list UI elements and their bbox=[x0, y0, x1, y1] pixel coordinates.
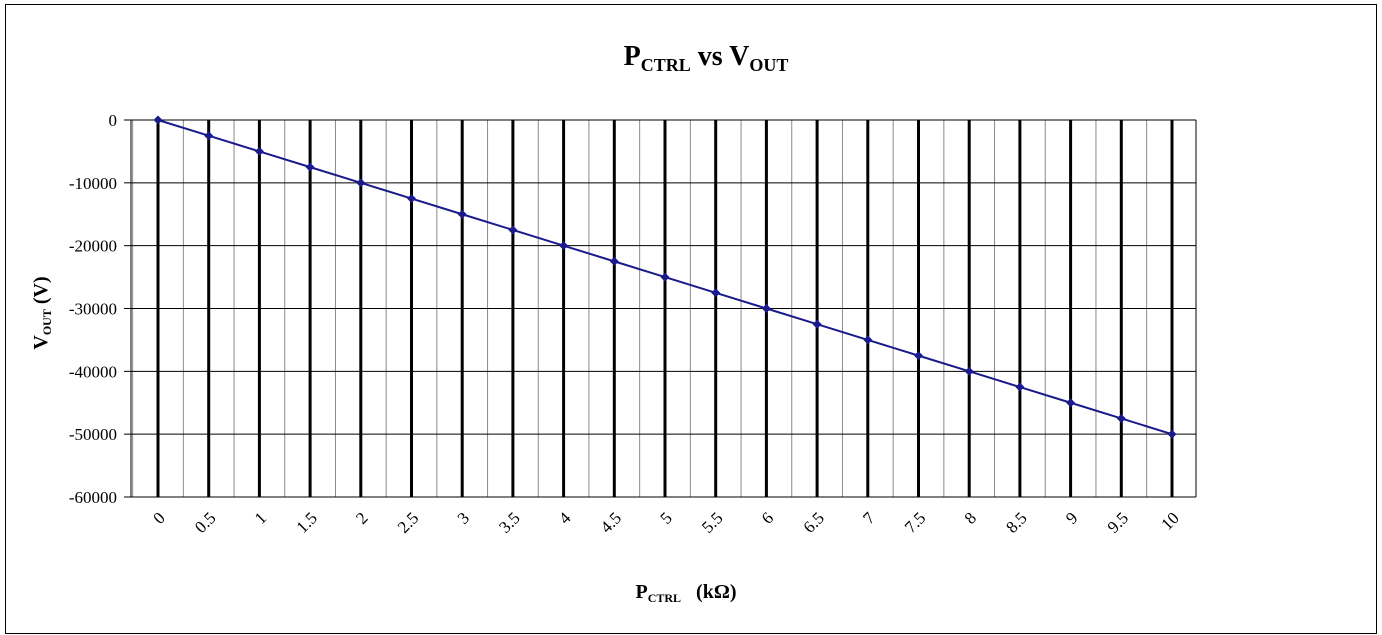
data-point-marker bbox=[457, 209, 467, 219]
data-point-marker bbox=[204, 131, 214, 141]
x-axis-title-unit: (kΩ) bbox=[681, 581, 736, 603]
x-axis-title-main: P bbox=[635, 581, 647, 603]
title-p-sub: CTRL bbox=[641, 55, 691, 75]
x-tick-label: 8 bbox=[961, 508, 980, 527]
x-tick-label: 1 bbox=[251, 508, 270, 527]
x-tick-label: 4 bbox=[555, 508, 575, 528]
data-point-marker bbox=[1116, 413, 1126, 423]
x-tick-label: 5 bbox=[656, 508, 675, 527]
x-tick-label: 9.5 bbox=[1104, 508, 1132, 536]
data-point-marker bbox=[660, 272, 670, 282]
x-tick-label: 1.5 bbox=[292, 508, 320, 536]
x-tick-label: 2.5 bbox=[394, 508, 422, 536]
x-tick-label: 3.5 bbox=[495, 508, 523, 536]
x-axis-title: PCTRL (kΩ) bbox=[635, 581, 736, 605]
data-point-marker bbox=[1167, 429, 1177, 439]
data-point-marker bbox=[254, 146, 264, 156]
x-tick-label: 3 bbox=[454, 508, 473, 527]
y-tick-label: 0 bbox=[109, 111, 118, 130]
y-axis-title: VOUT (V) bbox=[30, 276, 54, 349]
x-tick-label: 9 bbox=[1062, 508, 1081, 527]
data-point-marker bbox=[1015, 382, 1025, 392]
data-point-marker bbox=[914, 351, 923, 361]
data-point-marker bbox=[863, 335, 873, 345]
title-p: P bbox=[624, 41, 641, 72]
data-point-marker bbox=[559, 241, 569, 251]
x-tick-label: 10 bbox=[1157, 508, 1182, 533]
y-axis-title-unit: (V) bbox=[30, 276, 52, 309]
y-tick-label: -50000 bbox=[69, 425, 117, 444]
title-v: V bbox=[729, 41, 749, 72]
title-v-sub: OUT bbox=[749, 55, 788, 75]
x-tick-label: 7.5 bbox=[901, 508, 929, 536]
chart-frame: PCTRL vs VOUT 0 -10000 -20000 -30000 -40000-… bbox=[5, 4, 1377, 634]
x-tick-label: 0.5 bbox=[191, 508, 219, 536]
title-vs: vs bbox=[691, 41, 729, 72]
x-tick-label: 6.5 bbox=[799, 508, 827, 536]
data-point-marker bbox=[153, 115, 163, 125]
data-point-marker bbox=[964, 366, 974, 376]
x-tick-label: 6 bbox=[758, 508, 777, 527]
y-tick-label: -10000 bbox=[69, 174, 117, 193]
y-axis-title-main: V bbox=[30, 335, 52, 350]
x-tick-label: 4.5 bbox=[597, 508, 625, 536]
chart-title: PCTRL vs VOUT bbox=[624, 41, 789, 75]
x-tick-label: 7 bbox=[859, 508, 879, 528]
x-tick-label: 0 bbox=[149, 508, 168, 527]
y-tick-label: -60000 bbox=[69, 488, 117, 507]
plot-area: 0 -10000 -20000 -30000 -40000 -50000 -60000 0 0.… bbox=[69, 111, 1197, 537]
x-axis-title-sub: CTRL bbox=[648, 591, 681, 605]
data-point-marker bbox=[305, 162, 315, 172]
y-axis-title-sub: OUT bbox=[40, 309, 54, 335]
data-point-marker bbox=[609, 256, 619, 266]
x-tick-label: 2 bbox=[352, 508, 371, 527]
data-point-marker bbox=[1066, 398, 1076, 408]
data-point-marker bbox=[761, 304, 771, 313]
data-point-marker bbox=[356, 178, 366, 188]
x-tick-label: 5.5 bbox=[698, 508, 726, 536]
line-chart: PCTRL vs VOUT 0-10000-20000-30000-40000-… bbox=[30, 41, 1197, 605]
y-tick-label: -40000 bbox=[69, 362, 117, 381]
data-point-marker bbox=[812, 319, 822, 329]
y-tick-label: -30000 bbox=[69, 300, 117, 319]
y-tick-label: -20000 bbox=[69, 237, 117, 256]
data-point-marker bbox=[407, 194, 416, 204]
data-point-marker bbox=[711, 288, 721, 298]
x-tick-label: 8.5 bbox=[1002, 508, 1030, 536]
data-point-marker bbox=[508, 225, 518, 235]
